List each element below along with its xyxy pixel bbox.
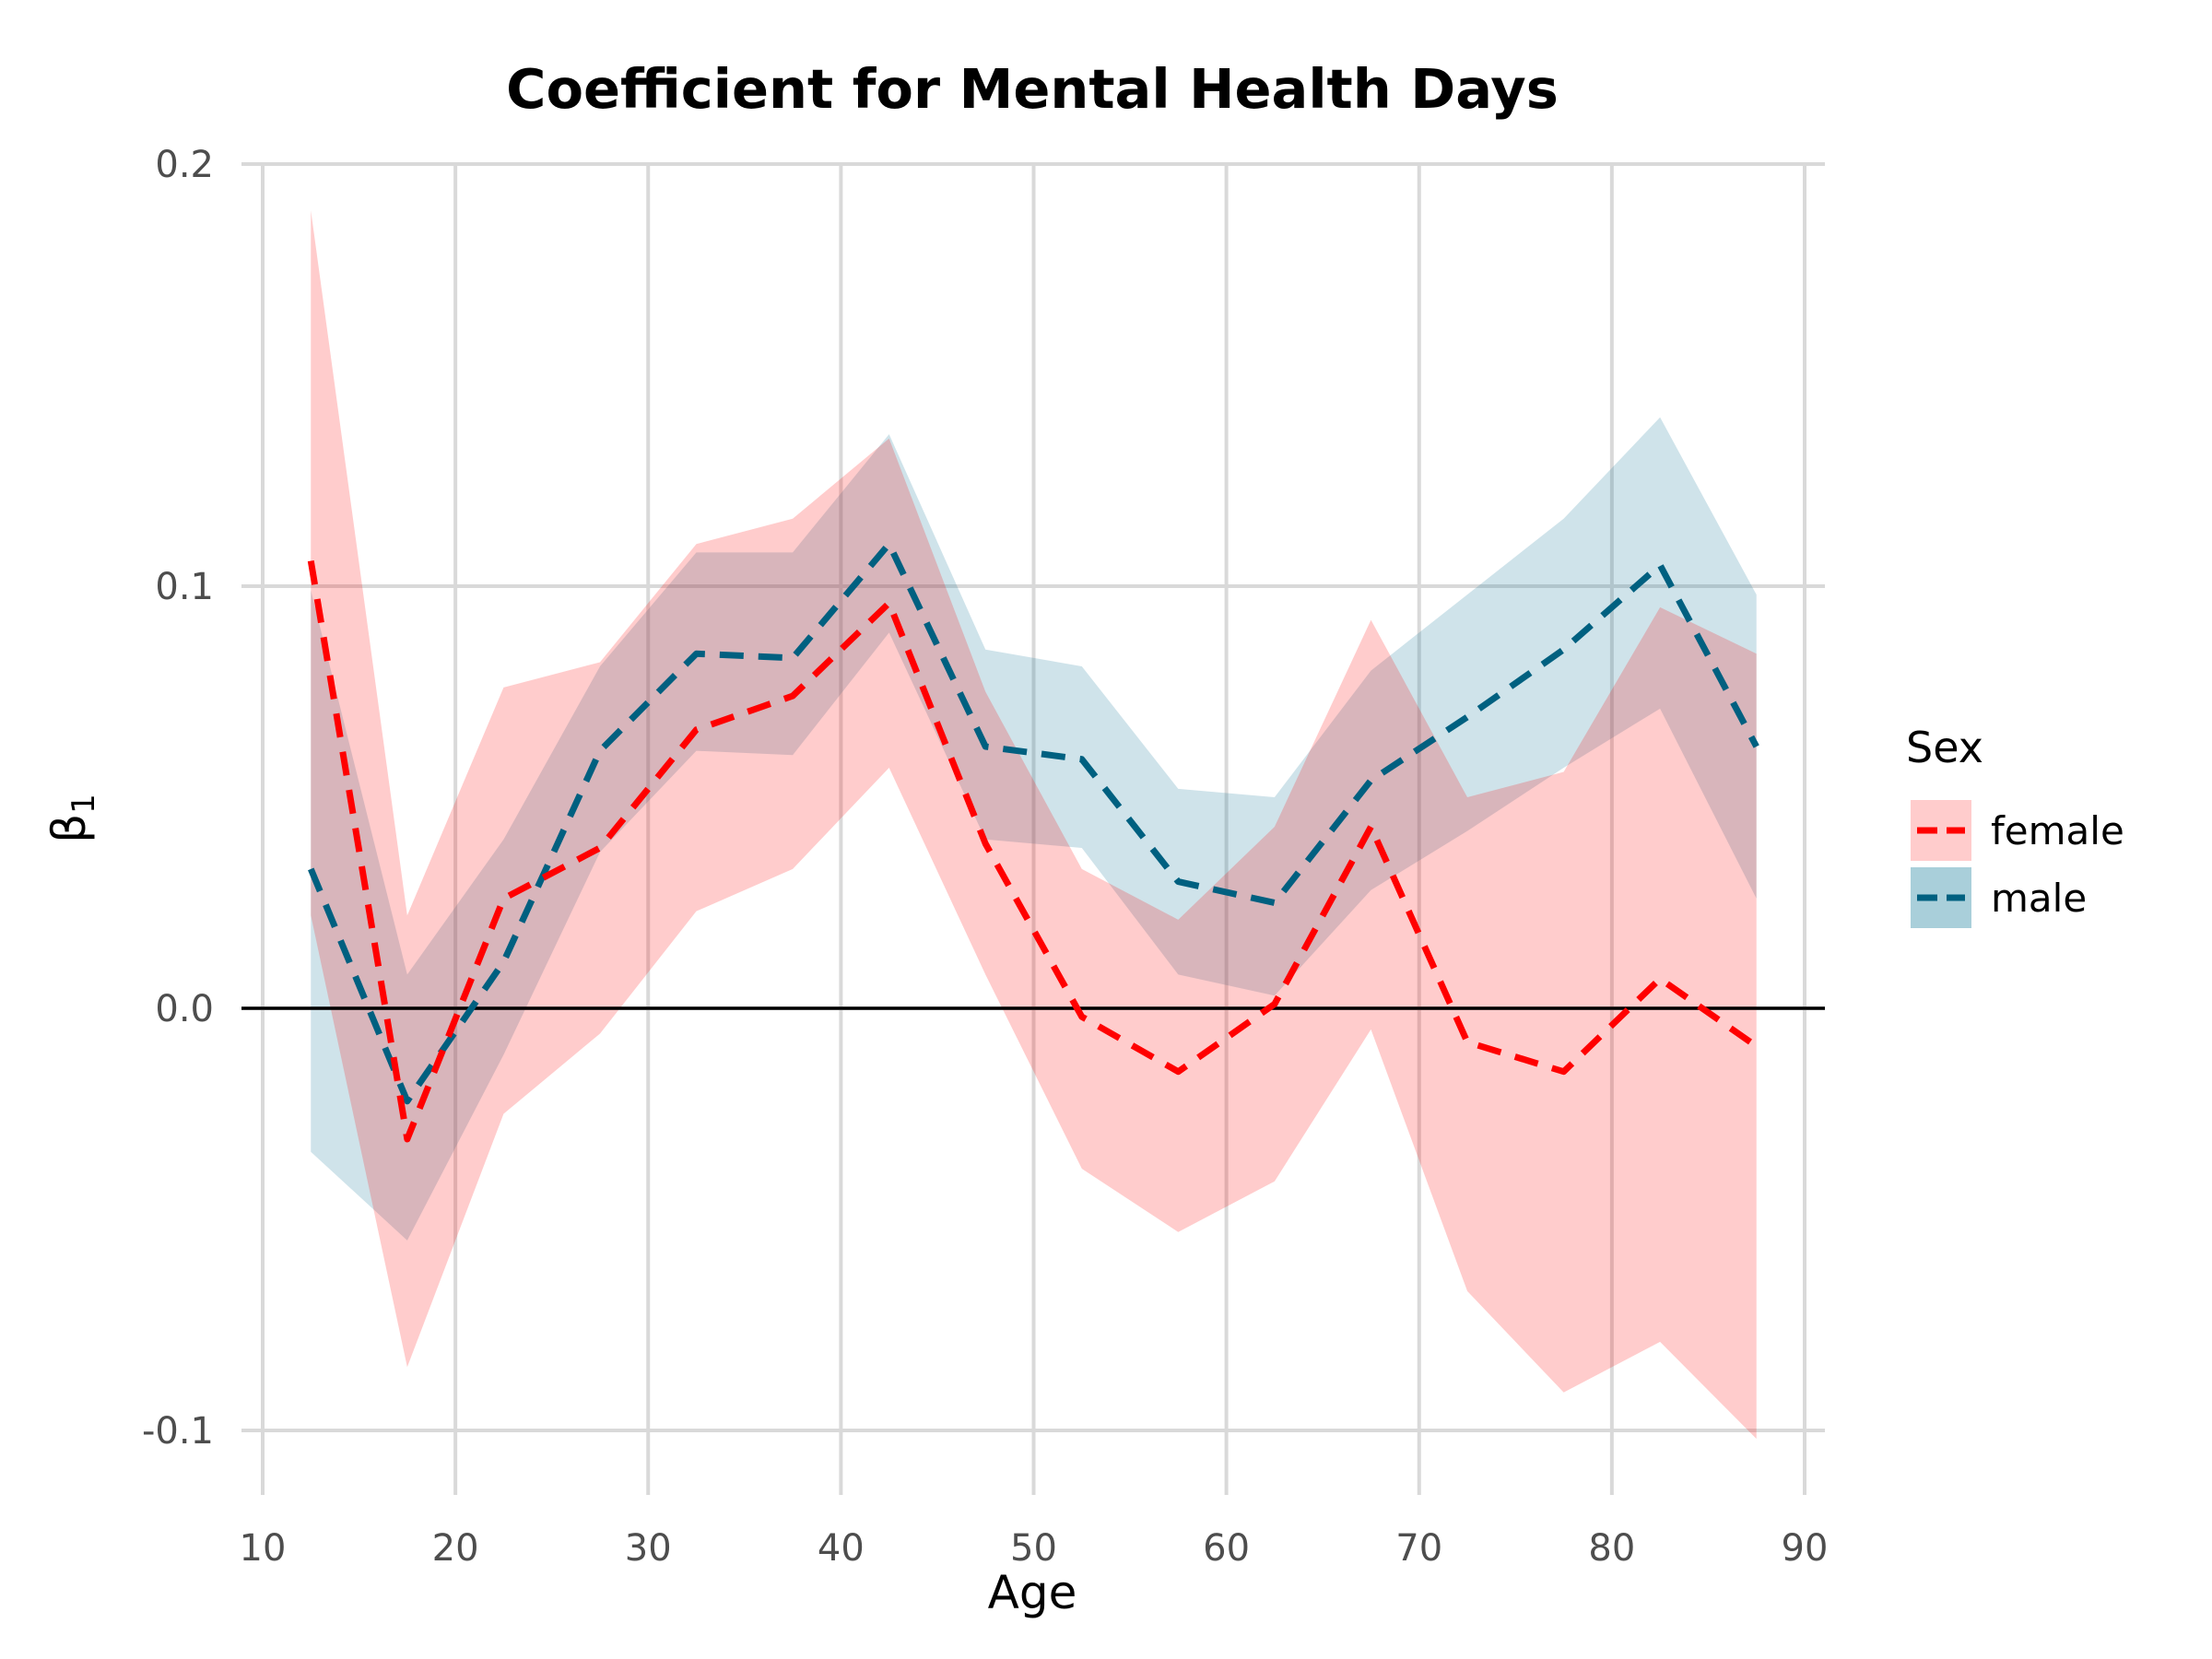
y-axis-title: β1 <box>42 794 102 843</box>
x-tick-label: 50 <box>1010 1527 1057 1570</box>
legend-label-female: female <box>1991 808 2124 853</box>
legend-title: Sex <box>1906 723 1983 772</box>
y-tick-label: 0.2 <box>155 144 214 186</box>
y-tick-label: 0.0 <box>155 988 214 1030</box>
x-tick-label: 40 <box>818 1527 865 1570</box>
x-tick-label: 10 <box>240 1527 287 1570</box>
y-axis-title-main: β <box>42 814 96 843</box>
x-tick-label: 70 <box>1395 1527 1442 1570</box>
confidence-bands <box>311 210 1757 1440</box>
x-axis-title: Age <box>988 1566 1077 1619</box>
series-line-male <box>308 540 1759 1105</box>
y-axis-title-subscript: 1 <box>65 794 102 814</box>
confidence-band-female <box>311 210 1757 1440</box>
legend: Sex female male <box>1906 723 2124 928</box>
x-tick-label: 20 <box>432 1527 479 1570</box>
series-lines <box>307 540 1759 1143</box>
y-tick-label: 0.1 <box>155 566 214 608</box>
series-line-female <box>307 559 1759 1143</box>
chart-title: Coefficient for Mental Health Days <box>506 57 1559 121</box>
legend-label-male: male <box>1991 876 2087 921</box>
y-tick-label: -0.1 <box>142 1410 214 1453</box>
confidence-band-male <box>311 417 1757 1241</box>
x-tick-label: 90 <box>1782 1527 1829 1570</box>
x-tick-label: 30 <box>625 1527 672 1570</box>
x-tick-label: 60 <box>1203 1527 1250 1570</box>
tick-labels: 10 20 30 40 50 60 70 80 90 -0.1 0.0 0.1 0.2 <box>142 144 1829 1570</box>
x-tick-label: 80 <box>1588 1527 1635 1570</box>
